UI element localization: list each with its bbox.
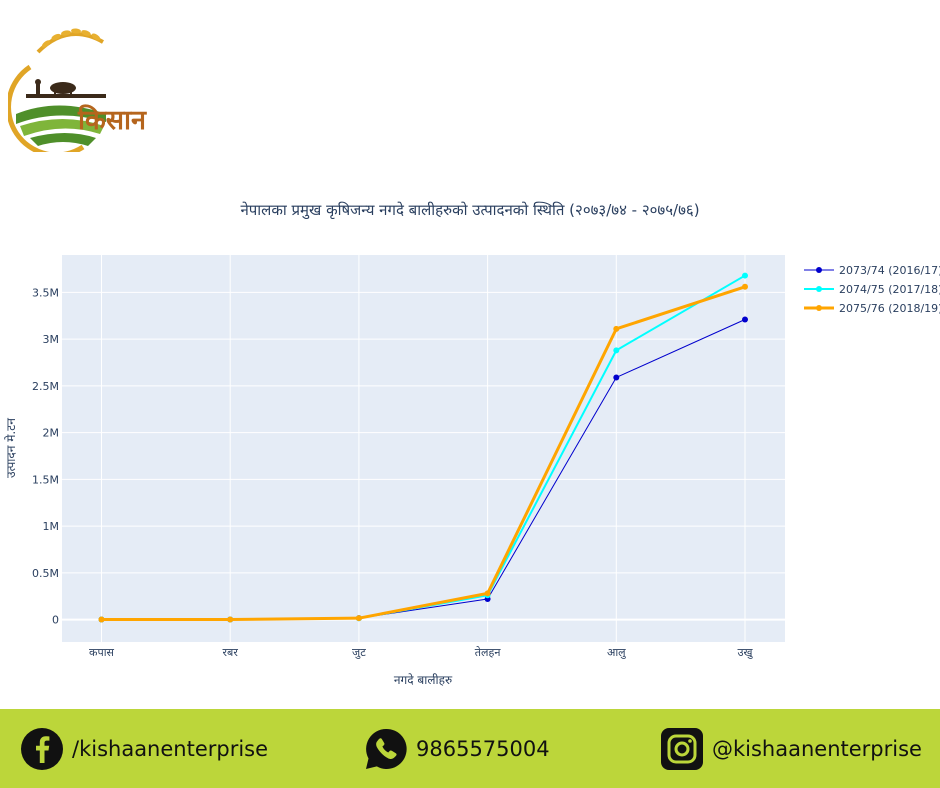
x-tick-label: रबर: [223, 646, 239, 659]
legend-label: 2074/75 (2017/18): [839, 283, 940, 296]
x-tick-label: आलु: [607, 646, 627, 659]
data-point: [98, 616, 105, 623]
instagram-icon: [661, 728, 703, 770]
kisan-logo: किसान: [6, 22, 158, 158]
y-tick-label: 0: [52, 614, 59, 627]
footer-bar: /kishaanenterprise 9865575004 @kishaanen…: [0, 709, 940, 788]
x-tick-label: तेलहन: [475, 646, 502, 659]
data-point: [613, 325, 620, 332]
legend-entry: 2075/76 (2018/19): [804, 302, 940, 315]
facebook-link[interactable]: /kishaanenterprise: [20, 727, 268, 771]
phone-link[interactable]: 9865575004: [364, 727, 550, 771]
whatsapp-phone-icon: [366, 728, 407, 769]
y-tick-label: 2.5M: [32, 380, 59, 393]
x-tick-label: जुट: [352, 646, 366, 659]
facebook-handle: /kishaanenterprise: [72, 737, 269, 761]
x-axis-label: नगदे बालीहरु: [394, 673, 453, 687]
phone-number: 9865575004: [416, 737, 550, 761]
plot-area: [62, 255, 785, 642]
line-chart: 0 0.5M 1M 1.5M 2M 2.5M 3M 3.5M कपास रबर जुट तेलहन आ…: [4, 255, 940, 687]
chart-title: नेपालका प्रमुख कृषिजन्य नगदे बालीहरुको उ…: [240, 201, 700, 219]
instagram-handle: @kishaanenterprise: [712, 737, 922, 761]
data-point: [484, 590, 491, 597]
y-axis-label: उत्पादन मे.टन: [4, 418, 18, 478]
data-point: [355, 615, 362, 622]
legend-entry: 2073/74 (2016/17): [804, 264, 940, 277]
data-point: [613, 347, 620, 354]
x-tick-label: उखु: [737, 646, 753, 659]
series-line: [101, 285, 746, 622]
y-tick-label: 3.5M: [32, 286, 59, 299]
y-tick-label: 1.5M: [32, 473, 59, 486]
data-point: [742, 283, 748, 290]
facebook-icon: [21, 728, 63, 770]
y-tick-label: 3M: [43, 333, 60, 346]
y-tick-label: 1M: [43, 520, 60, 533]
wheat-field-logo-icon: [6, 28, 106, 158]
data-point: [742, 272, 748, 279]
data-point: [613, 374, 620, 381]
y-tick-label: 2M: [43, 427, 60, 440]
data-point: [227, 616, 234, 623]
legend-marker: [816, 267, 822, 273]
legend-marker: [816, 286, 822, 292]
legend-marker: [816, 305, 822, 311]
data-point: [742, 316, 748, 323]
legend-label: 2075/76 (2018/19): [839, 302, 940, 315]
brand-name: किसान: [78, 105, 146, 136]
legend-entry: 2074/75 (2017/18): [804, 283, 940, 296]
y-tick-label: 0.5M: [32, 567, 59, 580]
series-3: [98, 283, 748, 623]
legend-label: 2073/74 (2016/17): [839, 264, 940, 277]
instagram-link[interactable]: @kishaanenterprise: [660, 727, 922, 771]
x-tick-label: कपास: [89, 646, 115, 659]
